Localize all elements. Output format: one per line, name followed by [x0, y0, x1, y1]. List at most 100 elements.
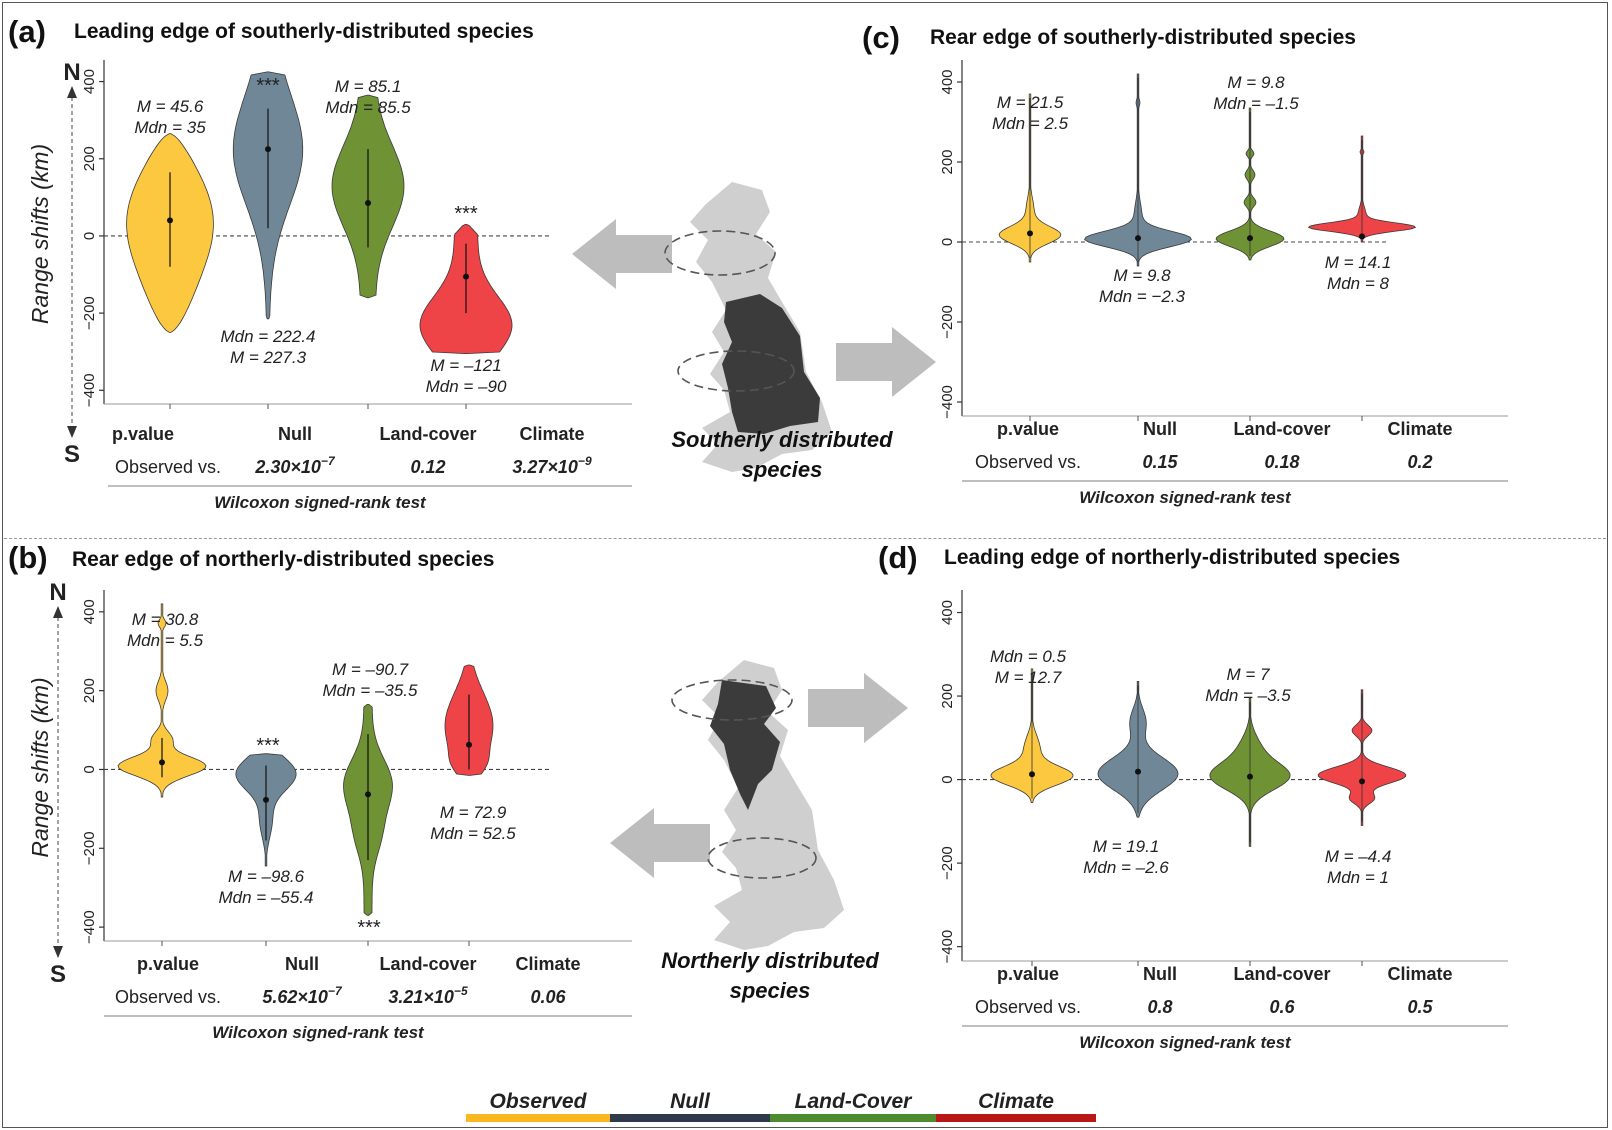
table-col-null: Null — [1143, 419, 1177, 439]
map-northerly — [702, 660, 844, 950]
table-col-climate: Climate — [1387, 419, 1452, 439]
mean-point — [365, 200, 371, 207]
y-tick-label: 200 — [81, 146, 98, 171]
table-row-label: Observed vs. — [115, 987, 221, 1007]
y-tick-label: −200 — [939, 305, 956, 339]
stat-annotation: Mdn = 85.5 — [325, 98, 411, 117]
stat-annotation: Mdn = –2.6 — [1083, 858, 1169, 877]
y-tick-label: 400 — [939, 69, 956, 94]
map-ellipse-south-a — [677, 350, 795, 392]
table-pvalue: 0.8 — [1147, 997, 1172, 1017]
stat-annotation: Mdn = 35 — [134, 118, 206, 137]
y-axis-label: Range shifts (km) — [27, 144, 53, 324]
stat-annotation: M = 45.6 — [137, 97, 204, 116]
arrow-body — [572, 219, 672, 289]
south-label: S — [64, 441, 80, 468]
y-tick-label: −400 — [939, 385, 956, 419]
stat-annotation: Mdn = –3.5 — [1205, 686, 1291, 705]
panel-label-c: (c) — [862, 20, 900, 55]
y-tick-label: −400 — [939, 930, 956, 964]
table-pvalue: 0.5 — [1407, 997, 1433, 1017]
map-bottom-label-line2: species — [729, 978, 811, 1003]
stat-annotation: Mdn = –1.5 — [1213, 94, 1299, 113]
map-top-label: Southerly distributed species — [652, 425, 912, 485]
mean-point — [1359, 778, 1365, 785]
table-col-null: Null — [285, 954, 319, 974]
legend-item-landcover: Land-Cover — [770, 1088, 936, 1122]
arrow-body — [808, 673, 908, 743]
north-label: N — [49, 579, 66, 606]
y-tick-label: 400 — [81, 69, 98, 94]
stat-annotation: M = 14.1 — [1325, 253, 1392, 272]
legend-label-null: Null — [670, 1090, 710, 1113]
table-row-label: Observed vs. — [975, 452, 1081, 472]
table-pvalue: 5.62×10−7 — [262, 984, 343, 1007]
stat-annotation: M = 9.8 — [1113, 266, 1171, 285]
mean-point — [1247, 773, 1253, 780]
table-row-label: Observed vs. — [975, 997, 1081, 1017]
mean-point — [263, 796, 269, 803]
y-tick-label: −200 — [939, 846, 956, 880]
panel-label-d: (d) — [878, 540, 918, 575]
panel-label-b: (b) — [8, 540, 48, 575]
chart-panel-b: −400 −200 0 200 400 Range shifts (km) N S M = 30… — [27, 579, 632, 1042]
table-footer: Wilcoxon signed-rank test — [212, 1023, 425, 1042]
table-col-land-cover: Land-cover — [1233, 964, 1330, 984]
table-col-land-cover: Land-cover — [379, 424, 476, 444]
y-tick-label: −200 — [81, 296, 98, 330]
legend-item-null: Null — [610, 1088, 770, 1122]
table-pvalue: 3.21×10−5 — [388, 984, 468, 1007]
y-tick-label: −400 — [81, 373, 98, 407]
y-tick-label: 0 — [939, 238, 956, 246]
table-pvalue: 0.2 — [1407, 452, 1432, 472]
arrow-right-bottom — [808, 673, 908, 743]
stat-annotation: M = 72.9 — [440, 803, 507, 822]
arrow-left-top — [572, 219, 672, 289]
y-tick-label: 400 — [939, 600, 956, 625]
stat-annotation: M = 21.5 — [997, 93, 1064, 112]
legend-swatch-landcover — [770, 1114, 936, 1122]
legend-label-landcover: Land-Cover — [794, 1090, 912, 1113]
panel-label-a: (a) — [8, 14, 46, 49]
stat-annotation: Mdn = 5.5 — [127, 631, 204, 650]
y-tick-label: 0 — [81, 232, 98, 240]
table-header-pvalue: p.value — [997, 419, 1059, 439]
table-pvalue: 0.06 — [530, 987, 566, 1007]
table-pvalue: 3.27×10−9 — [512, 454, 592, 477]
y-tick-label: 0 — [939, 775, 956, 783]
mean-point — [1027, 230, 1033, 237]
stat-annotation: M = 12.7 — [995, 668, 1062, 687]
stat-annotation: Mdn = 0.5 — [990, 647, 1067, 666]
table-pvalue: 2.30×10−7 — [254, 454, 336, 477]
table-col-climate: Climate — [515, 954, 580, 974]
table-row-label: Observed vs. — [115, 457, 221, 477]
table-pvalue: 0.15 — [1142, 452, 1178, 472]
stat-annotation: Mdn = 8 — [1327, 274, 1389, 293]
y-tick-label: 200 — [81, 678, 98, 703]
table-footer: Wilcoxon signed-rank test — [1079, 1033, 1292, 1052]
ns-arrow-up-head — [53, 606, 63, 618]
legend-label-observed: Observed — [489, 1090, 587, 1113]
legend-item-climate: Climate — [936, 1088, 1096, 1122]
stat-annotation: M = 19.1 — [1093, 837, 1160, 856]
ns-arrow-down-head — [53, 946, 63, 958]
stat-annotation: M = 7 — [1227, 665, 1271, 684]
table-footer: Wilcoxon signed-rank test — [1079, 488, 1292, 507]
table-pvalue: 0.12 — [410, 457, 445, 477]
mean-point — [463, 273, 469, 280]
mean-point — [1029, 771, 1035, 778]
map-bottom-label-line1: Northerly distributed — [661, 948, 879, 973]
y-tick-label: −200 — [81, 831, 98, 865]
table-col-climate: Climate — [519, 424, 584, 444]
stat-annotation: M = –98.6 — [228, 867, 305, 886]
map-ellipse-south-b — [707, 837, 817, 879]
panel-title-d: Leading edge of northerly-distributed sp… — [944, 546, 1401, 569]
y-axis-label: Range shifts (km) — [27, 677, 53, 857]
chart-panel-d: −400 −200 0 200 400 Mdn = 0.5 M = 12.7 M = 19.1… — [939, 590, 1508, 1052]
legend-label-climate: Climate — [978, 1090, 1054, 1113]
map-bottom-label: Northerly distributed species — [640, 946, 900, 1006]
map-ellipse-north-b — [671, 679, 793, 721]
ns-arrow-down-head — [67, 426, 77, 438]
mean-point — [167, 217, 173, 224]
